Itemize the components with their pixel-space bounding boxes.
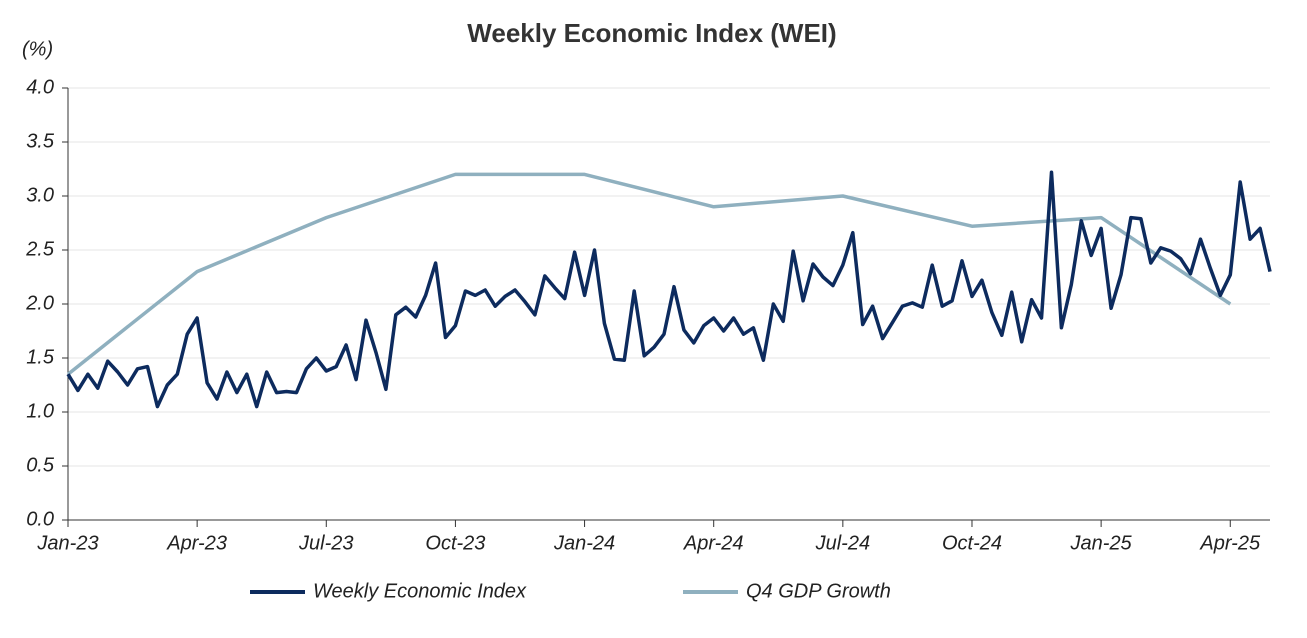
x-tick-label: Apr-23 [166,532,227,554]
x-tick-label: Oct-23 [425,532,485,554]
x-tick-label: Jan-24 [553,532,615,554]
y-tick-label: 3.0 [26,184,54,206]
series-line [66,172,1232,376]
y-tick-label: 4.0 [26,76,54,98]
y-axis-label: (%) [22,38,53,60]
y-tick-label: 3.5 [26,130,55,152]
y-tick-label: 2.5 [25,238,55,260]
x-tick-label: Oct-24 [942,532,1002,554]
x-tick-label: Jan-23 [36,532,98,554]
x-tick-label: Apr-24 [683,532,744,554]
x-tick-label: Jul-24 [815,532,870,554]
x-tick-label: Jul-23 [298,532,353,554]
x-tick-label: Apr-25 [1199,532,1261,554]
y-tick-label: 0.0 [26,508,54,530]
y-tick-label: 1.5 [26,346,55,368]
y-tick-label: 1.0 [26,400,54,422]
series-line [66,170,1272,409]
legend-label: Weekly Economic Index [313,580,527,602]
y-tick-label: 0.5 [26,454,55,476]
x-tick-label: Jan-25 [1070,532,1133,554]
legend-label: Q4 GDP Growth [746,580,891,602]
y-tick-label: 2.0 [25,292,54,314]
chart-title: Weekly Economic Index (WEI) [467,18,836,48]
